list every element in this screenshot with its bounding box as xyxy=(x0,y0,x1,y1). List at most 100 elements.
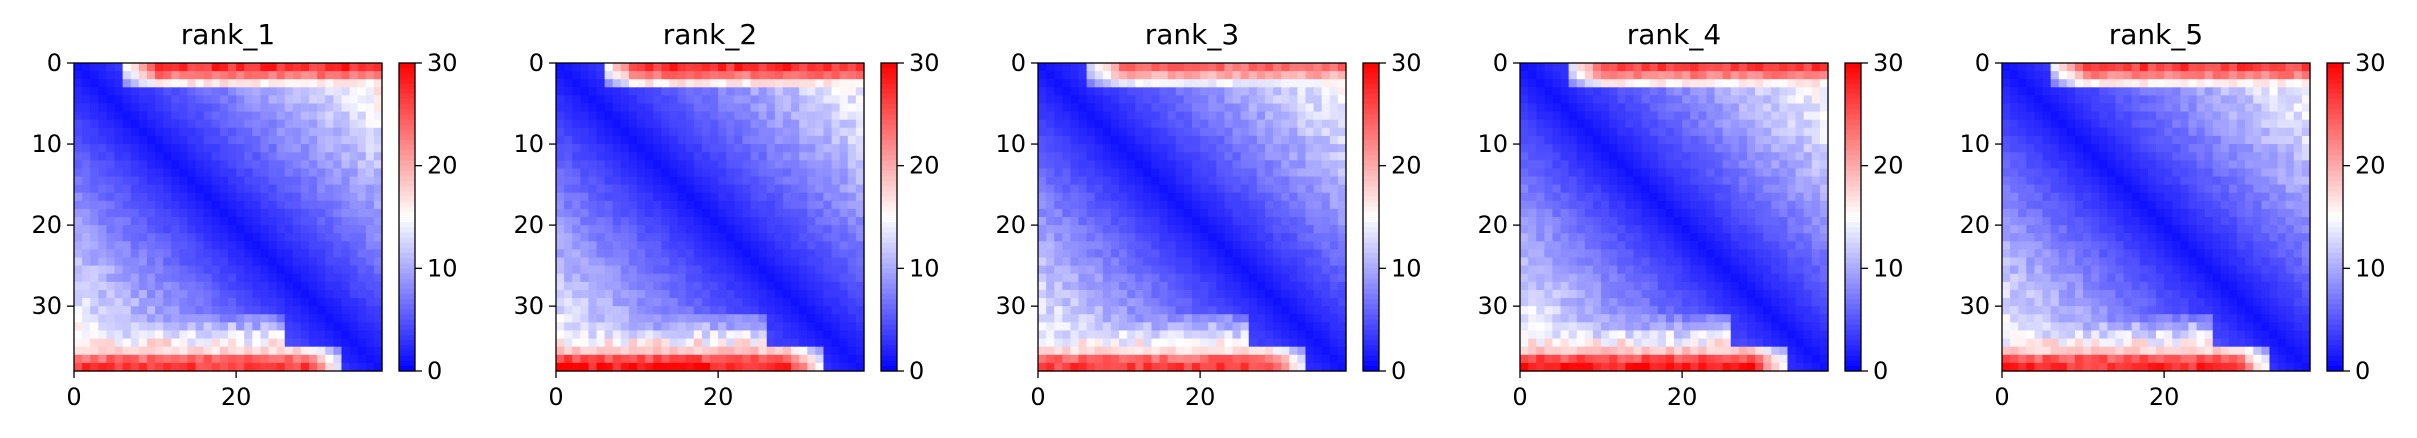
heatmap-cell xyxy=(155,152,164,161)
heatmap-cell xyxy=(341,241,351,251)
heatmap-cell xyxy=(701,346,711,356)
heatmap-cell xyxy=(325,184,334,194)
heatmap-cell xyxy=(373,63,383,72)
heatmap-cell xyxy=(1568,79,1578,88)
heatmap-cell xyxy=(1240,322,1250,332)
heatmap-cell xyxy=(1183,168,1193,178)
heatmap-cell xyxy=(791,192,800,202)
heatmap-cell xyxy=(815,281,825,291)
heatmap-cell xyxy=(855,306,865,315)
heatmap-cell xyxy=(596,184,606,194)
heatmap-cell xyxy=(236,168,245,178)
y-tick-label: 0 xyxy=(47,49,62,77)
heatmap-cell xyxy=(1094,273,1104,283)
heatmap-cell xyxy=(365,330,375,340)
heatmap-cell xyxy=(1167,217,1177,226)
heatmap-cell xyxy=(1763,135,1772,145)
heatmap-cell xyxy=(799,265,808,275)
heatmap-cell xyxy=(750,314,760,323)
heatmap-cell xyxy=(791,314,800,323)
heatmap-cell xyxy=(1224,241,1234,251)
heatmap-cell xyxy=(122,168,132,178)
heatmap-cell xyxy=(1167,338,1177,348)
heatmap-cell xyxy=(1313,152,1323,161)
heatmap-cell xyxy=(349,322,359,332)
heatmap-cell xyxy=(1337,249,1347,259)
heatmap-cell xyxy=(357,192,367,202)
heatmap-cell xyxy=(831,257,841,267)
heatmap-cell xyxy=(1102,346,1112,356)
heatmap-cell xyxy=(750,273,760,283)
heatmap-cell xyxy=(750,289,760,299)
heatmap-cell xyxy=(1528,71,1537,80)
heatmap-cell xyxy=(90,273,99,283)
heatmap-cell xyxy=(179,111,189,121)
heatmap-cell xyxy=(782,289,792,299)
heatmap-cell xyxy=(98,208,108,218)
heatmap-cell xyxy=(1078,265,1088,275)
heatmap-cell xyxy=(163,127,172,137)
heatmap-cell xyxy=(831,208,841,218)
heatmap-cell xyxy=(588,306,598,315)
heatmap-cell xyxy=(1070,298,1080,307)
heatmap-cell xyxy=(1175,265,1185,275)
colorbar-segment xyxy=(399,186,415,192)
heatmap-cell xyxy=(556,135,565,145)
heatmap-cell xyxy=(1787,103,1797,113)
heatmap-cell xyxy=(758,265,768,275)
heatmap-cell xyxy=(1110,233,1120,242)
heatmap-cell xyxy=(373,103,383,113)
heatmap-cell xyxy=(276,225,286,234)
heatmap-cell xyxy=(1094,95,1104,105)
heatmap-cell xyxy=(203,306,213,315)
colorbar-segment xyxy=(881,124,897,131)
heatmap-cell xyxy=(187,265,197,275)
heatmap-cell xyxy=(766,314,776,323)
heatmap-cell xyxy=(823,79,833,88)
heatmap-cell xyxy=(163,176,172,186)
heatmap-cell xyxy=(620,362,630,372)
heatmap-cell xyxy=(1289,257,1298,267)
heatmap-cell xyxy=(155,265,164,275)
heatmap-cell xyxy=(1313,176,1323,186)
heatmap-cell xyxy=(155,225,164,234)
heatmap-cell xyxy=(292,249,302,259)
heatmap-cell xyxy=(847,208,857,218)
heatmap-cell xyxy=(726,71,735,80)
heatmap-cell xyxy=(580,233,590,242)
heatmap-cell xyxy=(228,233,237,242)
heatmap-cell xyxy=(300,160,310,169)
heatmap-cell xyxy=(1337,233,1347,242)
heatmap-cell xyxy=(807,217,816,226)
heatmap-cell xyxy=(791,184,800,194)
heatmap-cell xyxy=(1657,103,1667,113)
heatmap-cell xyxy=(807,95,816,105)
heatmap-cell xyxy=(122,119,132,129)
heatmap-cell xyxy=(1240,71,1250,80)
heatmap-cell xyxy=(1281,200,1290,210)
heatmap-cell xyxy=(1046,249,1055,259)
heatmap-cell xyxy=(1755,95,1764,105)
heatmap-cell xyxy=(604,200,614,210)
heatmap-cells xyxy=(556,63,865,372)
heatmap-cell xyxy=(1119,346,1128,356)
heatmap-cell xyxy=(1192,249,1201,259)
heatmap-cell xyxy=(1240,249,1250,259)
heatmap-cell xyxy=(596,289,606,299)
heatmap-cell xyxy=(1264,152,1274,161)
colorbar-segment xyxy=(399,278,415,285)
heatmap-cell xyxy=(1159,217,1169,226)
heatmap-cell xyxy=(653,273,662,283)
heatmap-cell xyxy=(1264,354,1274,364)
heatmap-cell xyxy=(782,208,792,218)
heatmap-cell xyxy=(637,95,646,105)
heatmap-cell xyxy=(1313,362,1323,372)
heatmap-cell xyxy=(1086,249,1096,259)
heatmap-cell xyxy=(1038,298,1047,307)
heatmap-cell xyxy=(1070,289,1080,299)
heatmap-cell xyxy=(260,289,270,299)
heatmap-cell xyxy=(1674,63,1683,72)
colorbar-segment xyxy=(881,273,897,280)
heatmap-cell xyxy=(138,241,148,251)
heatmap-cell xyxy=(179,281,189,291)
